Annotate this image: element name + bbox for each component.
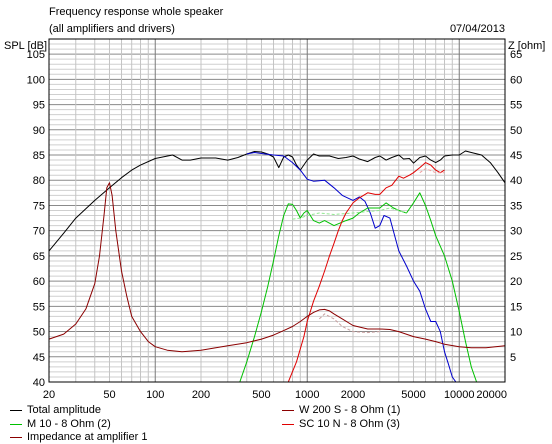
legend-label: M 10 - 8 Ohm (2) — [27, 418, 111, 430]
chart-title: Frequency response whole speaker — [49, 6, 224, 18]
series-line-4 — [48, 182, 506, 353]
plot-frame — [48, 38, 506, 383]
x-tick-label: 2000 — [341, 389, 365, 401]
legend-item-sc10n: SC 10 N - 8 Ohm (3) — [282, 418, 400, 431]
y-tick-label-right: 60 — [510, 74, 522, 86]
y-tick-label-left: 50 — [33, 327, 45, 339]
x-tick-label: 200 — [192, 389, 210, 401]
legend-swatch — [282, 423, 294, 425]
series-line-5 — [292, 207, 407, 220]
x-tick-label: 100 — [146, 389, 164, 401]
y-tick-label-right: 35 — [510, 200, 522, 212]
y-tick-label-left: 75 — [33, 200, 45, 212]
chart-date: 07/04/2013 — [450, 23, 505, 35]
y-tick-label-left: 100 — [27, 74, 45, 86]
y-tick-label-left: 65 — [33, 251, 45, 263]
x-tick-label: 5000 — [401, 389, 425, 401]
legend-swatch — [10, 409, 22, 411]
y-tick-label-right: 5 — [510, 352, 516, 364]
legend-swatch — [10, 423, 22, 425]
y-tick-label-left: 40 — [33, 377, 45, 389]
y-axis-label-left: SPL [dB] — [4, 40, 47, 52]
series-line-7 — [318, 313, 380, 334]
chart-subtitle: (all amplifiers and drivers) — [49, 23, 175, 35]
x-tick-label: 10000 — [444, 389, 475, 401]
y-tick-label-right: 25 — [510, 251, 522, 263]
y-tick-label-left: 45 — [33, 352, 45, 364]
x-tick-label: 1000 — [295, 389, 319, 401]
series-line-6 — [419, 168, 445, 174]
x-tick-label: 20000 — [476, 389, 507, 401]
series-line-0 — [48, 150, 506, 252]
y-tick-label-left: 80 — [33, 175, 45, 187]
y-tick-label-left: 60 — [33, 276, 45, 288]
y-tick-label-left: 85 — [33, 150, 45, 162]
x-tick-label: 500 — [252, 389, 270, 401]
y-tick-label-left: 55 — [33, 301, 45, 313]
legend-item-m10: M 10 - 8 Ohm (2) — [10, 418, 111, 431]
legend-swatch — [282, 409, 294, 411]
y-tick-label-left: 95 — [33, 100, 45, 112]
series-group — [48, 150, 506, 383]
tick-labels: 45 50 55 60 65 70 75 80 85 90 95 100 105 40 5 10 15 20 25 3… — [27, 49, 523, 401]
x-tick-label: 50 — [103, 389, 115, 401]
y-tick-label-right: 30 — [510, 226, 522, 238]
series-line-2 — [239, 192, 478, 383]
y-tick-label-left: 105 — [27, 49, 45, 61]
y-tick-label-right: 15 — [510, 301, 522, 313]
legend-label: W 200 S - 8 Ohm (1) — [299, 404, 401, 416]
series-line-1 — [246, 152, 457, 383]
y-axis-label-right: Z [ohm] — [508, 40, 545, 52]
series-line-3 — [287, 162, 445, 383]
legend-item-total-amplitude: Total amplitude — [10, 404, 101, 417]
y-tick-label-right: 20 — [510, 276, 522, 288]
y-tick-label-right: 50 — [510, 125, 522, 137]
y-tick-label-right: 10 — [510, 327, 522, 339]
legend-label: SC 10 N - 8 Ohm (3) — [299, 418, 400, 430]
y-tick-label-left: 70 — [33, 226, 45, 238]
legend-item-w200s: W 200 S - 8 Ohm (1) — [282, 404, 400, 417]
legend-item-impedance: Impedance at amplifier 1 — [10, 431, 147, 444]
legend-label: Total amplitude — [27, 404, 101, 416]
legend-swatch — [10, 436, 22, 438]
grid — [48, 38, 506, 383]
y-tick-label-right: 45 — [510, 150, 522, 162]
y-tick-label-right: 40 — [510, 175, 522, 187]
y-tick-label-right: 65 — [510, 49, 522, 61]
legend-label: Impedance at amplifier 1 — [27, 431, 148, 443]
y-tick-label-right: 55 — [510, 100, 522, 112]
y-tick-label-left: 90 — [33, 125, 45, 137]
x-tick-label: 20 — [43, 389, 55, 401]
